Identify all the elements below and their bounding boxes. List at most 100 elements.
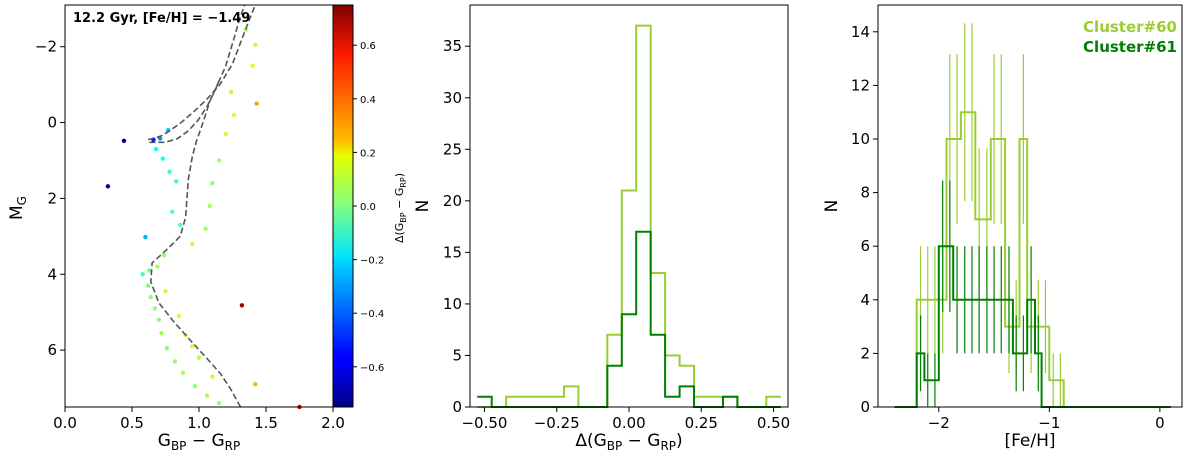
cmd-star-point xyxy=(161,253,167,258)
cmd-star-point xyxy=(140,272,145,277)
cmd-xtick-label: 0.0 xyxy=(53,414,77,432)
residual-ytick-label: 5 xyxy=(452,346,462,364)
cmd-star-point xyxy=(204,393,210,398)
cmd-star-point xyxy=(147,268,152,273)
cmd-star-point xyxy=(231,112,237,118)
feh-xtick-label: −2 xyxy=(928,414,950,432)
cmd-star-point xyxy=(228,90,234,95)
cmd-star-point xyxy=(196,355,202,360)
residual-xtick-label: 0.50 xyxy=(757,414,790,432)
panel-feh-hist: −2 −1 0 0 2 4 6 8 10 12 14 Cluster#60 Cluster#61 [… xyxy=(822,4,1183,451)
cmd-ytick-label: 2 xyxy=(47,189,57,207)
residual-xtick-label: 0.00 xyxy=(612,414,645,432)
cmd-star-point xyxy=(167,169,172,175)
residual-histogram-steps xyxy=(477,24,781,408)
cmd-ytick-label: −2 xyxy=(35,38,57,56)
cmd-star-point xyxy=(159,330,164,336)
cmd-xlabel: GBP − GRP xyxy=(158,431,240,453)
cmd-star-point xyxy=(239,303,245,308)
cmd-star-point xyxy=(243,27,249,32)
cmd-xtick-label: 0.5 xyxy=(120,414,144,432)
colorbar-tick-label: −0.2 xyxy=(360,256,384,267)
colorbar-label: Δ(GBP − GRP) xyxy=(393,173,408,243)
cmd-xtick-label: 2.0 xyxy=(321,414,345,432)
cmd-annotation: 12.2 Gyr, [Fe/H] = −1.49 xyxy=(73,11,250,26)
cmd-star-point xyxy=(210,374,215,379)
feh-ticks: −2 −1 0 0 2 4 6 8 10 12 14 xyxy=(851,23,1165,432)
cmd-star-point xyxy=(155,264,160,269)
cmd-star-point xyxy=(223,131,228,137)
feh-ytick-label: 6 xyxy=(860,237,870,255)
cmd-xtick-label: 1.0 xyxy=(187,414,211,432)
isochrone-curve xyxy=(147,4,257,141)
cmd-star-point xyxy=(190,344,195,349)
cmd-star-point xyxy=(160,156,166,161)
feh-axes-frame xyxy=(877,4,1183,408)
cmd-axes-frame xyxy=(64,4,334,408)
isochrone-curve xyxy=(149,4,246,144)
cmd-ytick-label: 6 xyxy=(47,341,57,359)
residual-ytick-label: 35 xyxy=(443,37,462,55)
cmd-star-point xyxy=(121,138,127,143)
residual-hist-series xyxy=(477,230,781,408)
colorbar-tick-label: −0.4 xyxy=(360,309,384,320)
cmd-star-point xyxy=(174,179,179,184)
colorbar-tick-label: 0.6 xyxy=(360,41,376,52)
cmd-points xyxy=(105,27,302,410)
residual-xtick-label: 0.25 xyxy=(685,414,718,432)
feh-ytick-label: 12 xyxy=(851,76,870,94)
residual-ytick-label: 10 xyxy=(443,295,462,313)
cmd-star-point xyxy=(207,203,212,209)
cmd-star-point xyxy=(105,184,111,189)
cmd-star-point xyxy=(216,158,222,163)
colorbar-tick-label: −0.6 xyxy=(360,363,384,374)
feh-ylabel: N xyxy=(822,200,842,213)
cmd-star-point xyxy=(143,234,148,240)
cmd-star-point xyxy=(145,283,151,288)
colorbar-tick-label: 0.0 xyxy=(360,202,376,213)
colorbar-tick-label: 0.4 xyxy=(360,95,376,106)
feh-hist-series xyxy=(894,111,1171,408)
colorbar-ticks: −0.6 −0.4 −0.2 0.0 0.2 0.4 0.6 xyxy=(353,41,384,374)
feh-ytick-label: 4 xyxy=(860,291,870,309)
cmd-xtick-label: 1.5 xyxy=(254,414,278,432)
cmd-ytick-label: 0 xyxy=(47,114,57,132)
residual-ytick-label: 20 xyxy=(443,192,462,210)
feh-xtick-label: 0 xyxy=(1155,414,1165,432)
residual-hist-series xyxy=(477,24,781,408)
colorbar xyxy=(332,4,354,408)
cmd-star-point xyxy=(172,359,178,364)
feh-xlabel: [Fe/H] xyxy=(1004,431,1055,451)
cmd-star-point xyxy=(170,209,175,214)
cmd-star-point xyxy=(210,181,215,186)
panel-color-residual-hist: −0.50 −0.25 0.00 0.25 0.50 0 5 10 15 20 25 30 35 Δ(G… xyxy=(413,4,790,453)
isochrone-curve xyxy=(149,80,242,408)
residual-xlabel: Δ(GBP − GRP) xyxy=(575,431,682,453)
feh-ytick-label: 14 xyxy=(851,23,870,41)
residual-ytick-label: 0 xyxy=(452,398,462,416)
cmd-star-point xyxy=(203,226,208,231)
cmd-star-point xyxy=(253,42,258,48)
residual-xtick-label: −0.50 xyxy=(461,414,507,432)
feh-ytick-label: 10 xyxy=(851,130,870,148)
cmd-star-point xyxy=(216,401,222,406)
residual-ytick-label: 15 xyxy=(443,243,462,261)
cmd-star-point xyxy=(164,346,170,351)
colorbar-tick-label: 0.2 xyxy=(360,148,376,159)
cmd-star-point xyxy=(180,370,186,376)
legend-cluster-60: Cluster#60 xyxy=(1083,18,1177,36)
cmd-ylabel: MG xyxy=(7,196,29,220)
feh-ytick-label: 0 xyxy=(860,398,870,416)
cmd-star-point xyxy=(163,289,168,294)
cmd-star-point xyxy=(190,241,195,247)
legend-cluster-61: Cluster#61 xyxy=(1083,38,1177,56)
feh-ytick-label: 8 xyxy=(860,184,870,202)
cmd-star-point xyxy=(253,382,258,387)
feh-ytick-label: 2 xyxy=(860,344,870,362)
cmd-star-point xyxy=(152,306,157,311)
cmd-star-point xyxy=(176,313,182,319)
feh-xtick-label: −1 xyxy=(1038,414,1060,432)
feh-hist-series xyxy=(894,245,1171,408)
cmd-star-point xyxy=(178,222,183,228)
residual-xtick-label: −0.25 xyxy=(534,414,580,432)
